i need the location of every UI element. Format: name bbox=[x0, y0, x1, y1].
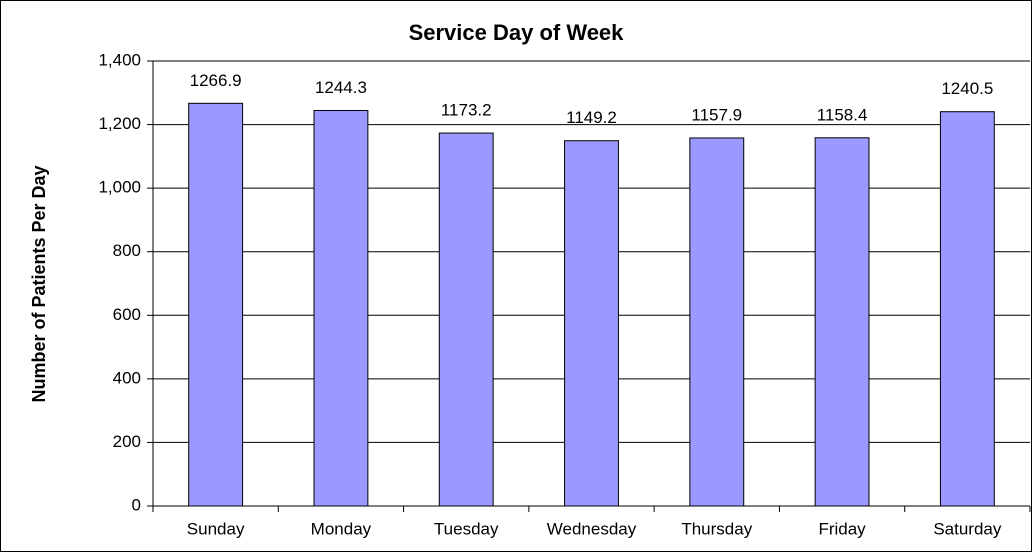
x-tick-label: Sunday bbox=[187, 519, 245, 538]
x-tick-label: Thursday bbox=[681, 519, 752, 538]
y-tick-label: 1,400 bbox=[98, 50, 141, 69]
bar bbox=[939, 111, 995, 507]
bar bbox=[188, 102, 244, 507]
data-label: 1240.5 bbox=[941, 79, 993, 98]
bar bbox=[438, 132, 494, 507]
y-tick-label: 400 bbox=[113, 368, 141, 387]
y-tick-label: 1,200 bbox=[98, 114, 141, 133]
y-tick-label: 0 bbox=[132, 495, 141, 514]
bar bbox=[814, 137, 870, 507]
y-axis-label: Number of Patients Per Day bbox=[29, 165, 49, 402]
data-label: 1158.4 bbox=[817, 105, 868, 124]
y-tick-label: 1,000 bbox=[98, 178, 141, 197]
bar bbox=[313, 109, 369, 507]
x-tick-label: Monday bbox=[311, 519, 372, 538]
y-tick-label: 600 bbox=[113, 305, 141, 324]
data-label: 1266.9 bbox=[190, 71, 242, 90]
data-label: 1157.9 bbox=[691, 105, 742, 124]
chart-title: Service Day of Week bbox=[409, 20, 625, 45]
bar bbox=[689, 137, 745, 507]
x-tick-label: Wednesday bbox=[547, 519, 637, 538]
x-tick-label: Tuesday bbox=[434, 519, 499, 538]
data-label: 1173.2 bbox=[441, 101, 492, 120]
x-tick-label: Saturday bbox=[933, 519, 1002, 538]
bar bbox=[564, 140, 619, 507]
data-label: 1244.3 bbox=[315, 78, 367, 97]
y-tick-label: 800 bbox=[113, 241, 141, 260]
x-tick-label: Friday bbox=[818, 519, 866, 538]
data-label: 1149.2 bbox=[566, 108, 617, 127]
y-tick-label: 200 bbox=[113, 432, 141, 451]
